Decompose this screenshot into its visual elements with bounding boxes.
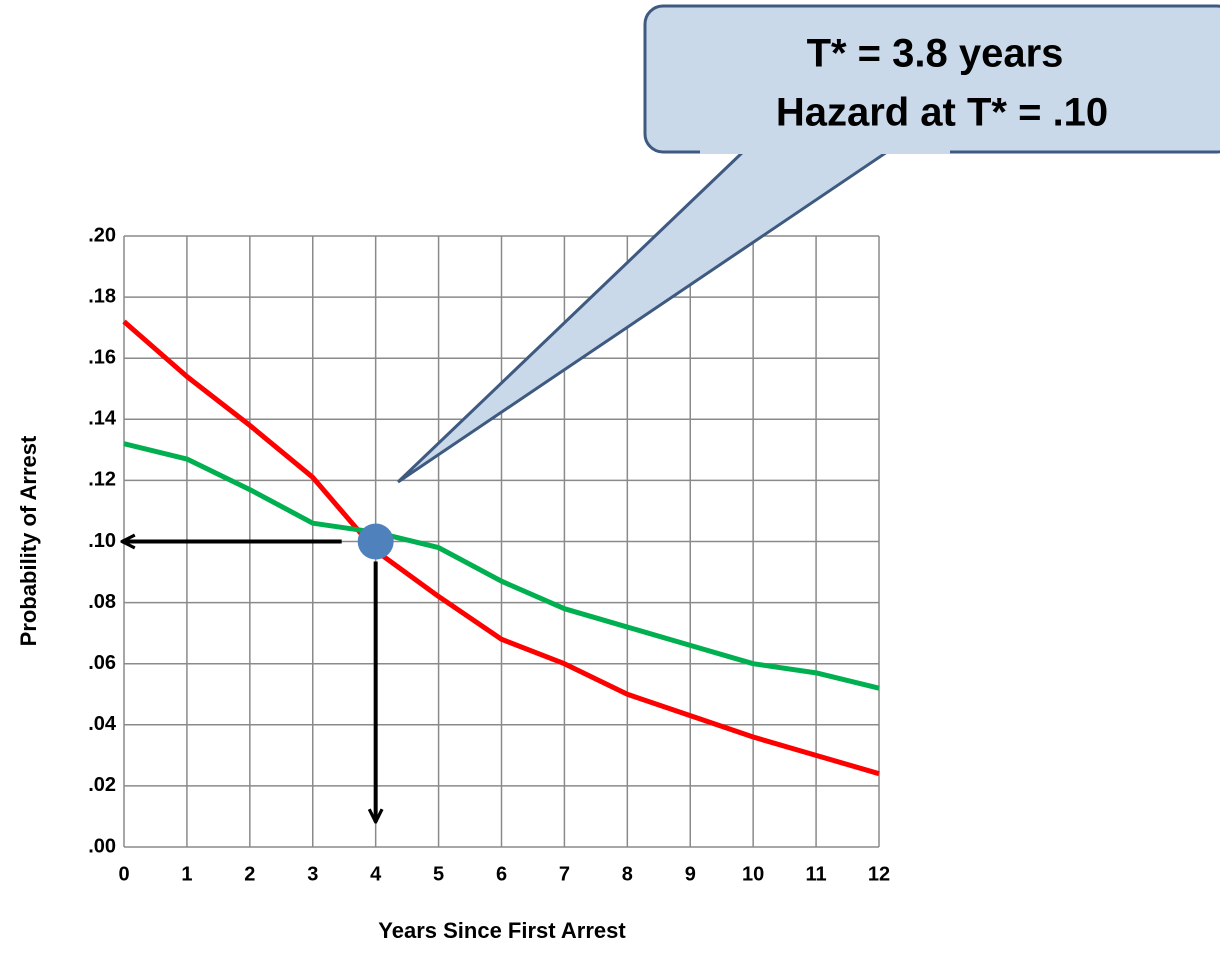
x-axis-label: Years Since First Arrest bbox=[378, 918, 626, 943]
y-tick-label: .04 bbox=[88, 713, 117, 735]
y-tick-label: .02 bbox=[88, 774, 116, 796]
y-tick-label: .00 bbox=[88, 835, 116, 857]
x-tick-label: 5 bbox=[433, 863, 444, 885]
y-tick-label: .16 bbox=[88, 346, 116, 368]
x-tick-label: 0 bbox=[118, 863, 129, 885]
series-line bbox=[123, 441, 880, 691]
y-tick-label: .18 bbox=[88, 285, 116, 307]
x-tick-label: 9 bbox=[685, 863, 696, 885]
x-tick-label: 10 bbox=[742, 863, 764, 885]
x-tick-label: 7 bbox=[559, 863, 570, 885]
x-tick-label: 6 bbox=[496, 863, 507, 885]
x-tick-label: 11 bbox=[806, 863, 827, 885]
y-tick-label: .06 bbox=[88, 652, 116, 674]
y-tick-label: .20 bbox=[88, 224, 116, 246]
annotation: Hazard at T* = .10 bbox=[776, 91, 1108, 135]
x-tick-label: 4 bbox=[370, 863, 382, 885]
y-axis-label: Probability of Arrest bbox=[16, 435, 41, 646]
x-tick-label: 3 bbox=[307, 863, 318, 885]
x-tick-label: 12 bbox=[868, 863, 890, 885]
intersection-point bbox=[357, 523, 394, 560]
y-tick-label: .10 bbox=[88, 530, 116, 552]
y-tick-label: .08 bbox=[88, 591, 116, 613]
y-tick-label: .14 bbox=[88, 408, 117, 430]
series-line bbox=[122, 319, 880, 777]
x-tick-label: 8 bbox=[622, 863, 633, 885]
x-tick-label: 2 bbox=[244, 863, 255, 885]
y-tick-label: .12 bbox=[88, 469, 116, 491]
callout-joint bbox=[700, 148, 950, 154]
annotation: T* = 3.8 years bbox=[807, 32, 1064, 76]
x-tick-label: 1 bbox=[181, 863, 192, 885]
